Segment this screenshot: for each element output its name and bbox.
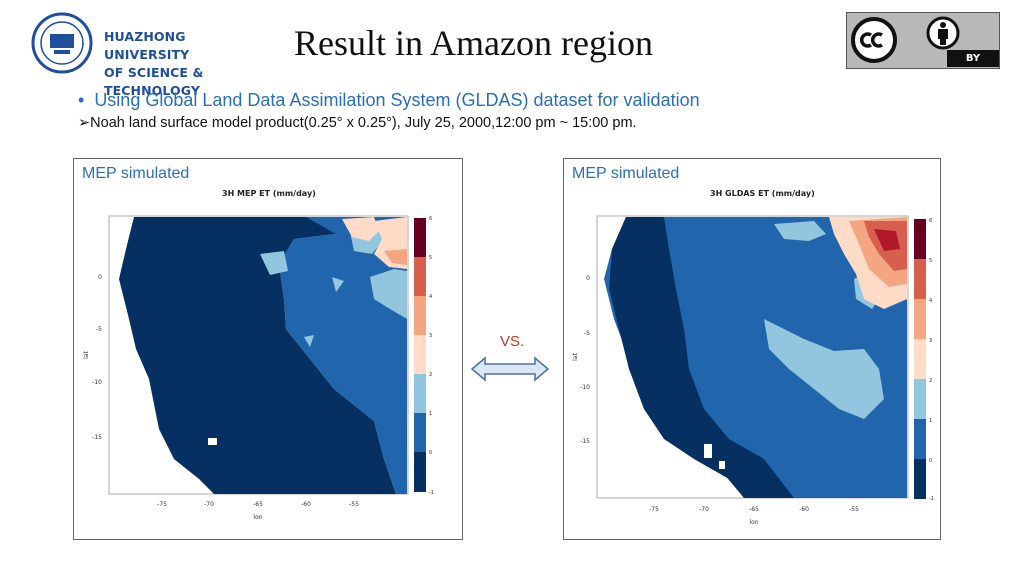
cc-license-badge: BY	[846, 12, 1000, 69]
x-tick: -75	[649, 506, 659, 513]
colorbar-tick: 4	[429, 294, 432, 300]
colorbar-tick: 3	[929, 338, 932, 344]
panel-label: MEP simulated	[82, 165, 190, 182]
colorbar-tick: 0	[929, 458, 932, 464]
colorbar-tick: 4	[929, 298, 932, 304]
x-tick: -75	[157, 501, 167, 508]
map-title: 3H MEP ET (mm/day)	[222, 189, 316, 198]
colorbar: 6 5 4 3 2 1 0 -1	[914, 218, 934, 502]
y-tick: 0	[98, 274, 102, 281]
panel-label: MEP simulated	[572, 165, 680, 182]
y-tick: 0	[586, 275, 590, 282]
vs-label: VS.	[500, 333, 525, 350]
x-tick: -55	[349, 501, 359, 508]
x-tick: -55	[849, 506, 859, 513]
map-title: 3H GLDAS ET (mm/day)	[710, 189, 815, 198]
double-arrow-icon	[470, 356, 550, 382]
university-logo: HUAZHONG UNIVERSITY OF SCIENCE & TECHNOL…	[30, 12, 250, 98]
colorbar-tick: -1	[929, 496, 934, 502]
colorbar-tick: 1	[429, 411, 432, 417]
map-panel-right: MEP simulated 3H GLDAS ET (mm/day) 0 -5 …	[563, 158, 941, 540]
colorbar-tick: 2	[929, 378, 932, 384]
y-tick: -15	[580, 438, 590, 445]
university-name: HUAZHONG UNIVERSITY OF SCIENCE & TECHNOL…	[104, 29, 204, 98]
page-title: Result in Amazon region	[294, 23, 653, 63]
x-tick: -60	[301, 501, 311, 508]
map-panel-left: MEP simulated 3H MEP ET (mm/day) 0 -5 -1…	[73, 158, 463, 540]
cc-by-label: BY	[947, 50, 999, 67]
colorbar-tick: 3	[429, 333, 432, 339]
colorbar-tick: 6	[429, 216, 432, 222]
x-tick: -70	[204, 501, 214, 508]
x-tick: -70	[699, 506, 709, 513]
et-map-mep: 0 -5 -10 -15 -75 -70 -65 -60 -55 lon lat…	[83, 215, 434, 521]
colorbar-tick: 2	[429, 372, 432, 378]
y-tick: -10	[580, 384, 590, 391]
cc-by-icon	[851, 16, 960, 63]
colorbar-tick: 6	[929, 218, 932, 224]
x-tick: -65	[749, 506, 759, 513]
colorbar-tick: 5	[429, 255, 432, 261]
colorbar-tick: 1	[929, 418, 932, 424]
y-tick: -5	[96, 326, 102, 333]
university-seal-icon	[31, 12, 93, 74]
colorbar-tick: -1	[429, 490, 434, 496]
x-tick: -60	[799, 506, 809, 513]
y-tick: -15	[92, 434, 102, 441]
bullet-point: • Using Global Land Data Assimilation Sy…	[78, 90, 700, 110]
y-axis-label: lat	[572, 353, 579, 361]
et-map-gldas: 0 -5 -10 -15 -75 -70 -65 -60 -55 lon lat…	[572, 215, 934, 526]
y-axis-label: lat	[83, 351, 90, 359]
colorbar: 6 5 4 3 2 1 0 -1	[414, 216, 434, 496]
colorbar-tick: 5	[929, 258, 932, 264]
y-tick: -10	[92, 379, 102, 386]
y-tick: -5	[584, 330, 590, 337]
colorbar-tick: 0	[429, 450, 432, 456]
x-axis-label: lon	[253, 514, 262, 521]
sub-bullet: ➢Noah land surface model product(0.25° x…	[78, 115, 637, 131]
x-axis-label: lon	[749, 519, 758, 526]
x-tick: -65	[253, 501, 263, 508]
